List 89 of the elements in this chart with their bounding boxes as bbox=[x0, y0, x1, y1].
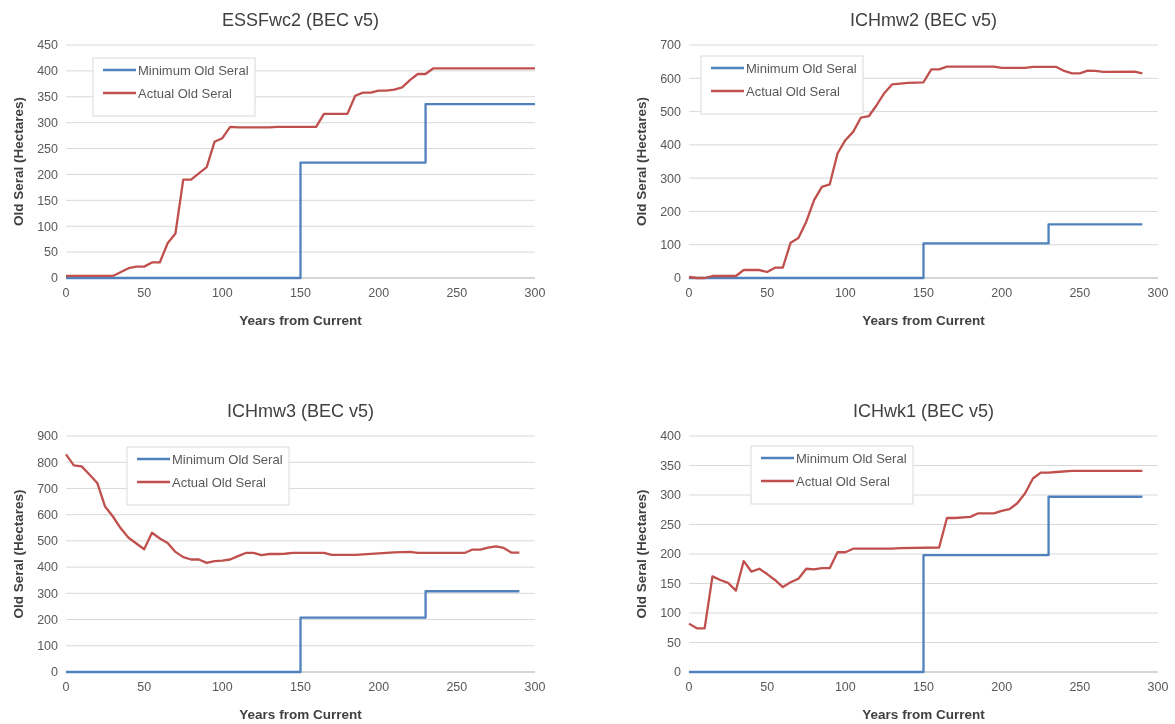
x-tick-label: 0 bbox=[62, 680, 70, 694]
x-tick-label: 100 bbox=[834, 286, 856, 300]
x-tick-label: 0 bbox=[62, 286, 70, 300]
y-tick-label: 0 bbox=[674, 271, 682, 286]
y-tick-label: 100 bbox=[660, 238, 682, 253]
x-tick-label: 100 bbox=[211, 286, 233, 300]
x-tick-label: 0 bbox=[685, 286, 693, 300]
y-tick-label: 50 bbox=[44, 245, 59, 260]
chart-title: ICHmw2 (BEC v5) bbox=[849, 10, 998, 30]
y-axis-title: Old Seral (Hectares) bbox=[11, 96, 26, 227]
line-series bbox=[64, 453, 521, 565]
y-tick-label: 50 bbox=[667, 635, 682, 650]
x-tick-label: 250 bbox=[446, 286, 468, 300]
y-tick-label: 100 bbox=[37, 639, 59, 654]
x-tick-label: 200 bbox=[991, 680, 1013, 694]
legend-label: Actual Old Seral bbox=[138, 85, 233, 101]
y-tick-label: 600 bbox=[660, 71, 682, 86]
line-series bbox=[687, 469, 1144, 630]
y-tick-label: 250 bbox=[660, 517, 682, 532]
chart-title: ICHmw3 (BEC v5) bbox=[226, 401, 375, 421]
x-tick-label: 100 bbox=[211, 680, 233, 694]
legend-label: Actual Old Seral bbox=[746, 83, 841, 99]
x-tick-label: 150 bbox=[913, 680, 934, 694]
y-tick-label: 500 bbox=[37, 534, 59, 549]
x-tick-label: 50 bbox=[137, 680, 152, 694]
x-tick-label: 50 bbox=[760, 680, 775, 694]
x-axis-title: Years from Current bbox=[239, 707, 363, 722]
x-tick-label: 50 bbox=[137, 286, 152, 300]
line-series bbox=[687, 65, 1144, 280]
y-tick-label: 350 bbox=[660, 458, 682, 473]
y-tick-label: 200 bbox=[660, 547, 682, 562]
y-tick-label: 400 bbox=[660, 429, 682, 444]
chart-title: ICHwk1 (BEC v5) bbox=[852, 401, 995, 421]
y-tick-label: 100 bbox=[660, 606, 682, 621]
y-tick-label: 900 bbox=[37, 429, 59, 444]
y-tick-label: 500 bbox=[660, 104, 682, 119]
y-tick-label: 100 bbox=[37, 219, 59, 234]
legend-label: Actual Old Seral bbox=[796, 473, 891, 489]
y-axis-title: Old Seral (Hectares) bbox=[11, 489, 26, 619]
y-axis-title: Old Seral (Hectares) bbox=[634, 489, 649, 619]
x-tick-label: 300 bbox=[1147, 680, 1169, 694]
y-tick-label: 600 bbox=[37, 508, 59, 523]
x-axis-title: Years from Current bbox=[862, 313, 986, 328]
legend-label: Actual Old Seral bbox=[172, 474, 267, 490]
x-tick-label: 150 bbox=[290, 286, 311, 300]
y-tick-label: 450 bbox=[37, 38, 59, 53]
x-tick-label: 150 bbox=[290, 680, 311, 694]
x-tick-label: 300 bbox=[1147, 286, 1169, 300]
y-tick-label: 800 bbox=[37, 455, 59, 470]
x-axis-title: Years from Current bbox=[239, 313, 363, 328]
x-tick-label: 250 bbox=[1069, 286, 1091, 300]
legend-label: Minimum Old Seral bbox=[138, 62, 249, 78]
y-tick-label: 0 bbox=[51, 271, 59, 286]
y-tick-label: 0 bbox=[51, 665, 59, 680]
line-series bbox=[64, 67, 537, 278]
y-tick-label: 150 bbox=[37, 193, 59, 208]
x-tick-label: 300 bbox=[524, 680, 546, 694]
x-tick-label: 200 bbox=[368, 286, 390, 300]
legend-label: Minimum Old Seral bbox=[796, 450, 907, 466]
legend-label: Minimum Old Seral bbox=[746, 60, 857, 76]
y-tick-label: 400 bbox=[37, 64, 59, 79]
y-tick-label: 300 bbox=[660, 171, 682, 186]
legend-label: Minimum Old Seral bbox=[172, 451, 283, 467]
x-tick-label: 200 bbox=[368, 680, 390, 694]
y-axis-title: Old Seral (Hectares) bbox=[634, 96, 649, 227]
y-tick-label: 200 bbox=[37, 612, 59, 627]
y-tick-label: 200 bbox=[37, 167, 59, 182]
y-tick-label: 400 bbox=[660, 138, 682, 153]
x-tick-label: 300 bbox=[524, 286, 546, 300]
y-tick-label: 700 bbox=[37, 481, 59, 496]
x-tick-label: 50 bbox=[760, 286, 775, 300]
y-tick-label: 300 bbox=[37, 586, 59, 601]
chart-title: ESSFwc2 (BEC v5) bbox=[221, 10, 380, 30]
y-tick-label: 200 bbox=[660, 204, 682, 219]
x-tick-label: 0 bbox=[685, 680, 693, 694]
y-tick-label: 0 bbox=[674, 665, 682, 680]
x-tick-label: 150 bbox=[913, 286, 934, 300]
y-tick-label: 300 bbox=[37, 116, 59, 131]
y-tick-label: 300 bbox=[660, 488, 682, 503]
y-tick-label: 350 bbox=[37, 90, 59, 105]
x-axis-title: Years from Current bbox=[862, 707, 986, 722]
x-tick-label: 250 bbox=[446, 680, 468, 694]
x-tick-label: 250 bbox=[1069, 680, 1091, 694]
y-tick-label: 150 bbox=[660, 576, 682, 591]
y-tick-label: 700 bbox=[660, 38, 682, 53]
x-tick-label: 200 bbox=[991, 286, 1013, 300]
y-tick-label: 250 bbox=[37, 141, 59, 156]
y-tick-label: 400 bbox=[37, 560, 59, 575]
x-tick-label: 100 bbox=[834, 680, 856, 694]
